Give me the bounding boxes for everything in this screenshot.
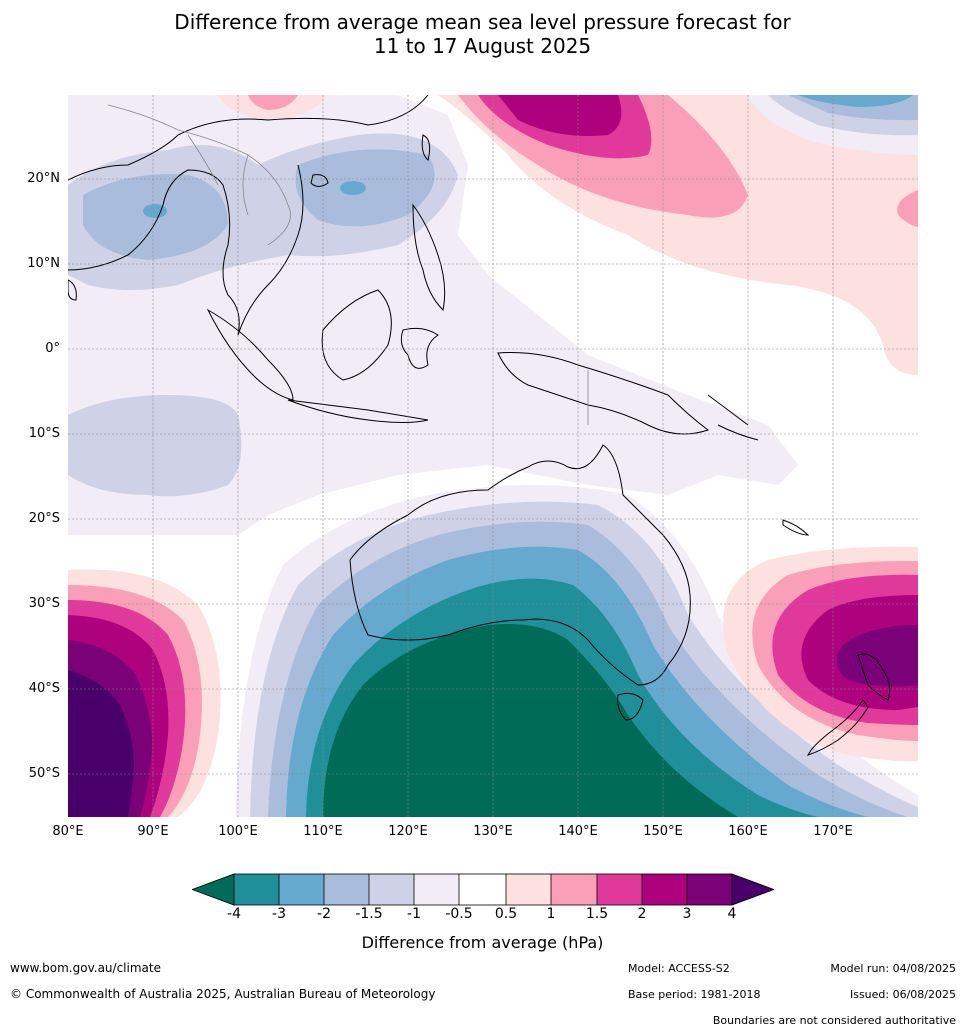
contour-pos-east-patch <box>897 190 918 227</box>
coast-se-asia-mainland <box>68 95 429 336</box>
colorbar-swatch <box>369 874 414 905</box>
coast-solomons <box>707 394 759 441</box>
lat-label-10n: 10°N <box>27 256 60 271</box>
colorbar-tick: 1 <box>546 906 556 922</box>
coast-australia <box>349 444 691 686</box>
colorbar-tick: 1.5 <box>585 906 609 922</box>
contour-pos-north-small-1 <box>248 95 298 110</box>
contour-pos-tasman-3 <box>836 625 918 687</box>
lat-label-40s: 40°S <box>28 681 60 696</box>
contour-pos-north-2 <box>498 95 622 136</box>
colorbar-tick: -4 <box>227 906 241 922</box>
colorbar <box>192 873 774 906</box>
model-text: Model: ACCESS-S2 <box>628 962 730 975</box>
colorbar-swatch <box>324 874 369 905</box>
contour-pos-sw-4 <box>68 670 134 817</box>
coast-java <box>287 399 429 423</box>
colorbar-tick: 3 <box>682 906 692 922</box>
coast-tasmania <box>617 692 644 721</box>
colorbar-tick: -0.5 <box>445 906 473 922</box>
boundary-mainland-asia <box>107 104 291 246</box>
lon-label-110e: 110°E <box>303 824 343 839</box>
coast-borneo <box>321 289 392 381</box>
coastlines <box>68 95 891 756</box>
map-title: Difference from average mean sea level p… <box>0 10 965 58</box>
lat-label-20n: 20°N <box>27 171 60 186</box>
lon-label-90e: 90°E <box>137 824 169 839</box>
coast-nz-north <box>857 653 891 701</box>
colorbar-tick: 4 <box>727 906 737 922</box>
coast-new-guinea <box>497 352 710 435</box>
colorbar-swatch <box>597 874 642 905</box>
colorbar-tick: 2 <box>637 906 647 922</box>
colorbar-swatch <box>414 874 459 905</box>
contour-neg-ne-corner-4 <box>798 95 913 107</box>
disclaimer-text: Boundaries are not considered authoritat… <box>712 1014 956 1027</box>
lat-label-10s: 10°S <box>28 426 60 441</box>
base-period-text: Base period: 1981-2018 <box>628 988 761 1001</box>
lon-label-170e: 170°E <box>813 824 853 839</box>
lat-label-0: 0° <box>45 341 60 356</box>
website-link[interactable]: www.bom.gov.au/climate <box>10 961 161 975</box>
lon-label-100e: 100°E <box>218 824 258 839</box>
country-boundaries <box>107 104 589 425</box>
colorbar-swatch <box>279 874 324 905</box>
colorbar-tick: -1.5 <box>355 906 383 922</box>
coast-sri-lanka <box>68 279 77 301</box>
map-panel <box>68 95 918 817</box>
coast-sumatra <box>206 308 294 401</box>
colorbar-extend-low <box>192 873 235 906</box>
colorbar-dividers <box>278 874 688 905</box>
coast-new-caledonia <box>782 519 810 536</box>
colorbar-tick: 0.5 <box>494 906 518 922</box>
coast-nz-south <box>807 699 869 756</box>
contour-neg-scs-core <box>340 181 366 195</box>
title-line-2: 11 to 17 August 2025 <box>373 34 592 58</box>
lon-label-150e: 150°E <box>643 824 683 839</box>
colorbar-label: Difference from average (hPa) <box>361 933 604 952</box>
lon-label-120e: 120°E <box>388 824 428 839</box>
lat-label-50s: 50°S <box>28 766 60 781</box>
title-line-1: Difference from average mean sea level p… <box>174 10 791 34</box>
contour-neg-bengal-core <box>143 204 167 218</box>
colorbar-swatch <box>642 874 687 905</box>
colorbar-extend-high <box>731 873 774 906</box>
colorbar-swatch <box>687 874 732 905</box>
colorbar-swatch <box>234 874 279 905</box>
coast-taiwan <box>421 134 431 161</box>
lon-label-80e: 80°E <box>52 824 84 839</box>
coast-philippines <box>412 203 446 312</box>
issued-text: Issued: 06/08/2025 <box>849 988 956 1001</box>
lon-label-140e: 140°E <box>558 824 598 839</box>
lon-label-130e: 130°E <box>473 824 513 839</box>
lon-label-160e: 160°E <box>728 824 768 839</box>
colorbar-swatch <box>551 874 597 905</box>
contour-neg-indian-ocean <box>68 395 242 497</box>
lat-label-30s: 30°S <box>28 596 60 611</box>
pressure-anomaly-map <box>68 95 918 817</box>
colorbar-swatch <box>459 874 506 905</box>
graticule <box>68 95 918 817</box>
colorbar-tick: -2 <box>317 906 331 922</box>
contour-neg-south-core <box>323 624 738 817</box>
lat-label-20s: 20°S <box>28 511 60 526</box>
colorbar-swatch <box>506 874 551 905</box>
model-run-text: Model run: 04/08/2025 <box>830 962 956 975</box>
coast-sulawesi <box>400 327 439 369</box>
copyright-text: © Commonwealth of Australia 2025, Austra… <box>10 987 436 1001</box>
coast-hainan <box>310 174 329 187</box>
colorbar-tick: -3 <box>272 906 286 922</box>
colorbar-tick: -1 <box>407 906 421 922</box>
